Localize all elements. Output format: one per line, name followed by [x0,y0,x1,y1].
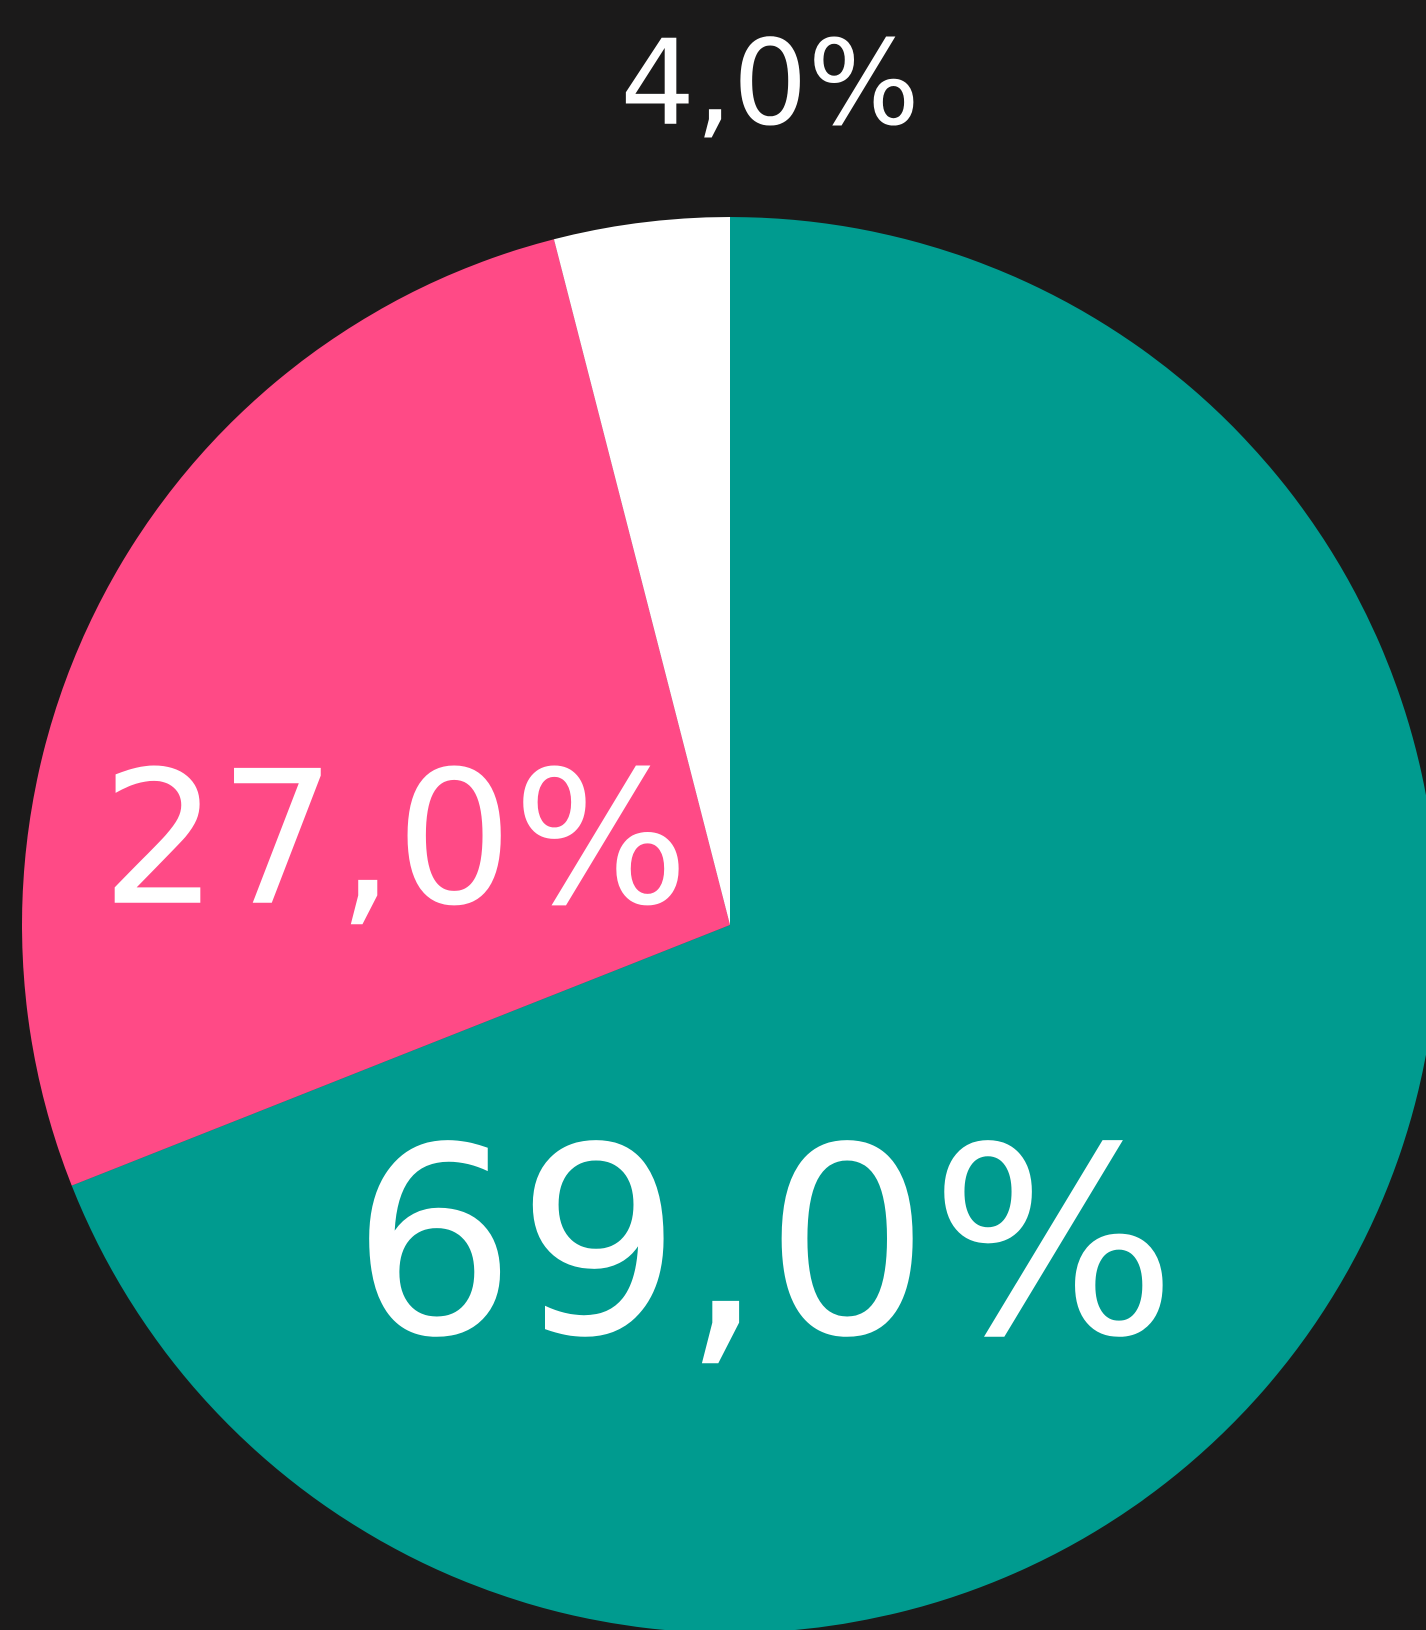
pie-slice [553,217,730,925]
data-label: 27,0% [101,731,689,947]
data-label: 4,0% [620,14,920,152]
pie-slice [71,217,1426,1630]
pie-slice [21,239,730,1186]
data-label: 69,0% [351,1093,1177,1395]
